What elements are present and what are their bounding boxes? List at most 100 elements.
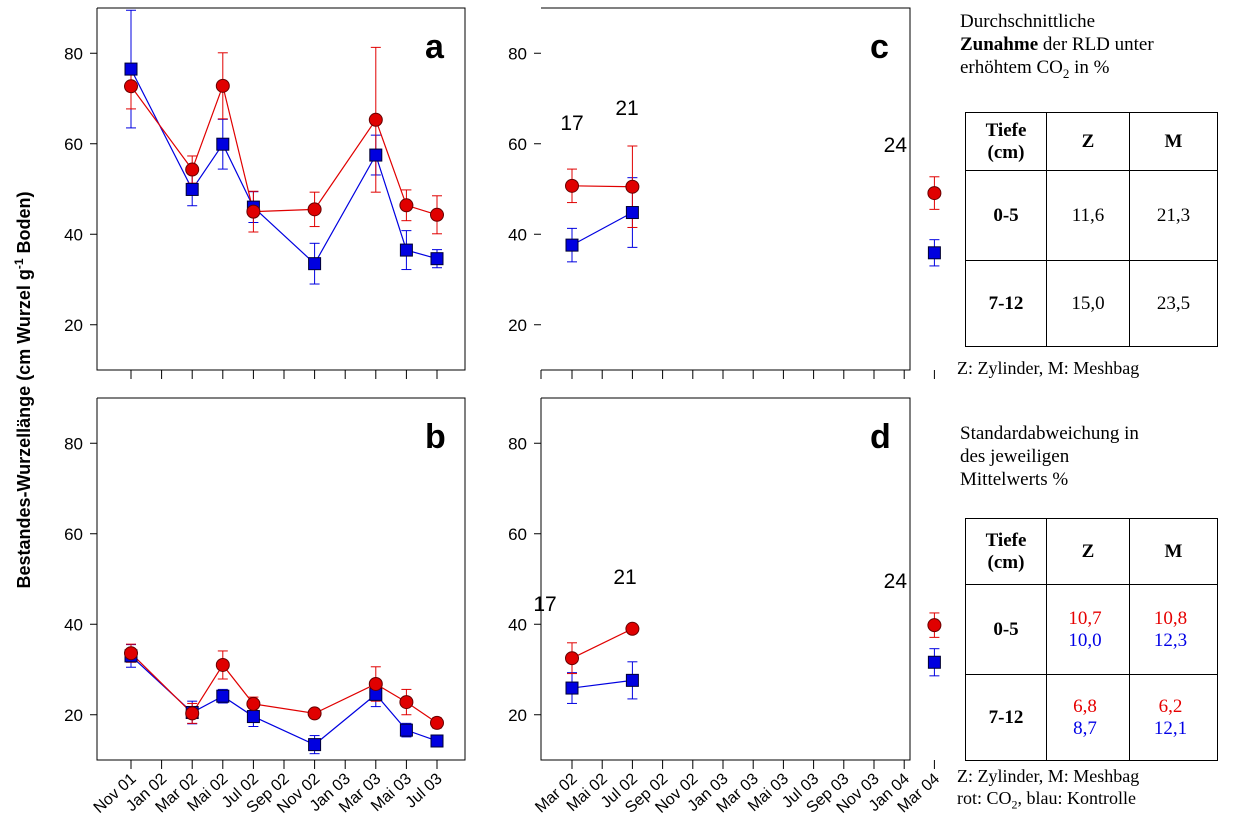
- data-point-co2: [216, 79, 229, 92]
- data-point-co2: [186, 707, 199, 720]
- data-point-co2: [125, 647, 138, 660]
- data-point-control: [431, 253, 443, 265]
- table2-cell: 6,2 12,1: [1130, 675, 1218, 761]
- data-point-co2: [626, 180, 639, 193]
- y-tick-label: 40: [64, 225, 83, 244]
- y-tick-label: 40: [64, 615, 83, 634]
- y-tick-label: 20: [508, 706, 527, 725]
- table2-cell: 10,8 12,3: [1130, 585, 1218, 675]
- data-point-co2: [431, 208, 444, 221]
- y-tick-label: 80: [64, 44, 83, 63]
- data-point-control: [247, 711, 259, 723]
- series-line-control: [131, 656, 437, 745]
- count-label: 21: [613, 566, 636, 589]
- table1-cell: 11,6: [1047, 171, 1130, 261]
- data-point-control: [626, 674, 638, 686]
- data-point-co2: [308, 203, 321, 216]
- y-tick-label: 80: [508, 44, 527, 63]
- data-point-control: [125, 63, 137, 75]
- series-line-co2: [131, 86, 437, 215]
- table2-cell: 7-12: [966, 675, 1047, 761]
- table1-cell: 23,5: [1130, 261, 1218, 347]
- table2-title: Standardabweichung in des jeweiligen Mit…: [960, 422, 1139, 491]
- data-point-control: [431, 735, 443, 747]
- series-line-control: [131, 69, 437, 264]
- data-point-co2: [369, 677, 382, 690]
- data-point-co2: [308, 707, 321, 720]
- table1: Tiefe (cm) Z M 0-5 11,6 21,3 7-12 15,0 2…: [965, 112, 1218, 347]
- y-tick-label: 20: [64, 706, 83, 725]
- table1-cell: 21,3: [1130, 171, 1218, 261]
- panel-frame: [97, 8, 465, 370]
- table2-cell: 10,7 10,0: [1047, 585, 1130, 675]
- y-tick-label: 60: [508, 135, 527, 154]
- data-point-control: [928, 656, 940, 668]
- count-label: 24: [884, 134, 908, 157]
- y-tick-label: 80: [64, 434, 83, 453]
- data-point-control: [186, 183, 198, 195]
- table1-title: Durchschnittliche Zunahme der RLD unter …: [960, 10, 1154, 85]
- data-point-control: [928, 247, 940, 259]
- data-point-control: [217, 690, 229, 702]
- data-point-control: [400, 244, 412, 256]
- data-point-co2: [216, 658, 229, 671]
- count-label: 17: [560, 112, 583, 135]
- panel-letter: d: [870, 418, 891, 456]
- data-point-co2: [369, 113, 382, 126]
- y-tick-label: 80: [508, 434, 527, 453]
- y-tick-label: 60: [508, 525, 527, 544]
- y-tick-label: 40: [508, 615, 527, 634]
- table1-head-depth: Tiefe (cm): [966, 113, 1047, 171]
- data-point-co2: [626, 622, 639, 635]
- y-tick-label: 20: [64, 316, 83, 335]
- data-point-co2: [400, 199, 413, 212]
- panel-frame: [541, 398, 910, 760]
- data-point-co2: [928, 619, 941, 632]
- table1-head-z: Z: [1047, 113, 1130, 171]
- data-point-control: [309, 258, 321, 270]
- table1-cell: 7-12: [966, 261, 1047, 347]
- data-point-control: [566, 682, 578, 694]
- series-line-control: [572, 213, 632, 246]
- data-point-control: [370, 149, 382, 161]
- table2: Tiefe (cm) Z M 0-5 10,7 10,0 10,8 12,3 7-1…: [965, 518, 1218, 761]
- data-point-co2: [247, 205, 260, 218]
- y-tick-label: 40: [508, 225, 527, 244]
- series-line-co2: [572, 186, 632, 187]
- data-point-co2: [566, 179, 579, 192]
- data-point-control: [566, 239, 578, 251]
- table2-head-depth: Tiefe (cm): [966, 519, 1047, 585]
- panel-frame: [541, 8, 910, 370]
- table2-head-z: Z: [1047, 519, 1130, 585]
- y-tick-label: 60: [64, 135, 83, 154]
- table2-cell: 6,8 8,7: [1047, 675, 1130, 761]
- panel-letter: b: [425, 418, 446, 456]
- table1-cell: 0-5: [966, 171, 1047, 261]
- table2-head-m: M: [1130, 519, 1218, 585]
- data-point-control: [217, 138, 229, 150]
- data-point-control: [626, 207, 638, 219]
- count-label: 17: [533, 593, 556, 616]
- data-point-co2: [400, 696, 413, 709]
- series-line-control: [572, 680, 632, 688]
- y-tick-label: 20: [508, 316, 527, 335]
- panel-letter: c: [870, 28, 889, 66]
- table2-cell: 0-5: [966, 585, 1047, 675]
- y-axis-label: Bestandes-Wurzellänge (cm Wurzel g-1 Bod…: [12, 191, 34, 588]
- data-point-control: [400, 724, 412, 736]
- panel-letter: a: [425, 28, 445, 66]
- data-point-co2: [928, 187, 941, 200]
- data-point-co2: [566, 652, 579, 665]
- count-label: 24: [884, 570, 908, 593]
- data-point-co2: [247, 697, 260, 710]
- y-tick-label: 60: [64, 525, 83, 544]
- data-point-control: [309, 739, 321, 751]
- table1-head-m: M: [1130, 113, 1218, 171]
- series-line-co2: [572, 629, 632, 658]
- data-point-co2: [186, 163, 199, 176]
- data-point-co2: [431, 716, 444, 729]
- table2-note: Z: Zylinder, M: Meshbag rot: CO2, blau: …: [957, 765, 1139, 816]
- table1-cell: 15,0: [1047, 261, 1130, 347]
- table1-note: Z: Zylinder, M: Meshbag: [957, 357, 1139, 380]
- data-point-co2: [125, 80, 138, 93]
